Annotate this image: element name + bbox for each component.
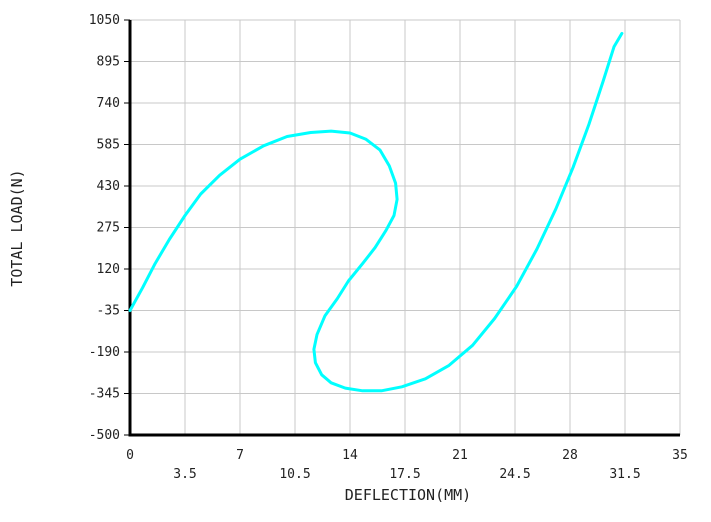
x-tick-label: 0	[126, 448, 134, 463]
x-tick-label: 17.5	[389, 467, 420, 482]
x-tick-label: 35	[672, 448, 688, 463]
x-tick-label: 28	[562, 448, 578, 463]
y-tick-label: 1050	[89, 13, 120, 28]
y-tick-label: -500	[89, 428, 120, 443]
axes	[128, 20, 680, 437]
x-tick-label: 14	[342, 448, 358, 463]
y-tick-labels: 1050 895 740 585 430 275 120 -35 -190 -345 -500	[89, 13, 130, 443]
x-tick-labels: 0 7 14 21 28 35 3.5 10.5 17.5 24.5 31.5	[126, 448, 688, 482]
y-tick-label: 275	[97, 221, 120, 236]
x-tick-label: 3.5	[173, 467, 196, 482]
x-axis-title: DEFLECTION(MM)	[345, 486, 471, 504]
series-line	[128, 31, 624, 393]
y-tick-label: -190	[89, 345, 120, 360]
y-tick-label: -35	[97, 304, 120, 319]
y-tick-label: 585	[97, 138, 120, 153]
y-axis-title: TOTAL LOAD(N)	[8, 169, 26, 286]
series-layer	[128, 31, 624, 393]
x-tick-label: 21	[452, 448, 468, 463]
y-tick-label: 120	[97, 262, 120, 277]
y-tick-label: 895	[97, 55, 120, 70]
y-tick-label: 430	[97, 179, 120, 194]
x-tick-label: 7	[236, 448, 244, 463]
y-tick-label: -345	[89, 387, 120, 402]
y-tick-label: 740	[97, 96, 120, 111]
x-tick-label: 31.5	[609, 467, 640, 482]
x-tick-label: 24.5	[499, 467, 530, 482]
x-tick-label: 10.5	[279, 467, 310, 482]
grid-lines	[130, 19, 681, 435]
